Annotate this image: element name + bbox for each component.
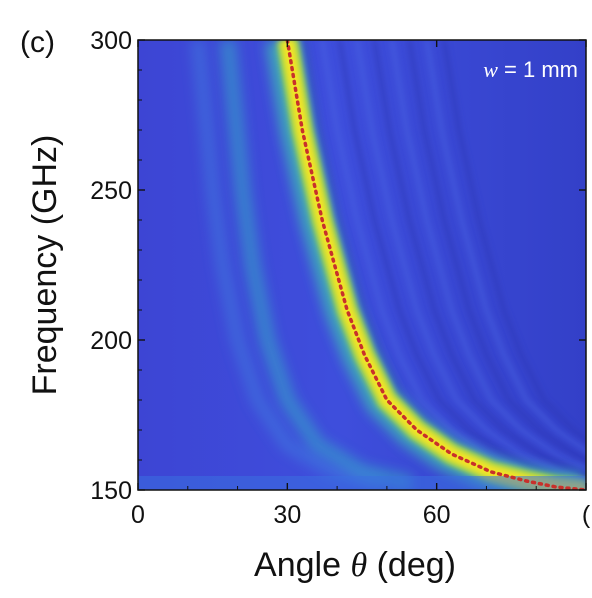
fringe-stripe	[389, 40, 586, 471]
secondary-band	[219, 40, 414, 490]
x-tick-label: 30	[273, 501, 301, 529]
annotation-label: w = 1 mm	[483, 57, 578, 82]
plot-area	[138, 40, 586, 490]
annotation-variable: w	[483, 57, 498, 82]
fringe-stripe	[441, 40, 586, 442]
secondary-band-halo	[190, 40, 384, 490]
fringe-stripe	[406, 40, 586, 463]
y-tick-label: 200	[90, 327, 132, 355]
heatmap-background	[138, 40, 586, 490]
low-frequency-strip	[138, 476, 586, 490]
x-axis-title: Angle θ (deg)	[254, 546, 456, 584]
y-tick-label: 250	[90, 177, 132, 205]
y-axis-title: Frequency (GHz)	[26, 135, 64, 396]
x-axis-title-suffix: (deg)	[367, 546, 456, 584]
x-tick-label: 60	[423, 501, 451, 529]
plot-frame	[137, 39, 587, 491]
x-tick-label: (	[582, 501, 591, 529]
x-axis-title-prefix: Angle	[254, 546, 350, 584]
resonance-curve	[285, 40, 586, 490]
axis-ticks: 0 30 60 (150 200 250 300	[90, 27, 591, 529]
x-tick-label: 0	[131, 501, 145, 529]
panel-label: (c)	[20, 26, 55, 59]
fringe-stripe	[424, 40, 586, 454]
resonance-curve-line	[285, 40, 586, 490]
annotation-value: = 1 mm	[498, 57, 578, 82]
fringe-stripe	[371, 40, 586, 477]
y-tick-label: 150	[90, 477, 132, 505]
x-axis-title-symbol: θ	[350, 547, 367, 584]
y-tick-label: 300	[90, 27, 132, 55]
fringe-stripes	[302, 40, 586, 490]
